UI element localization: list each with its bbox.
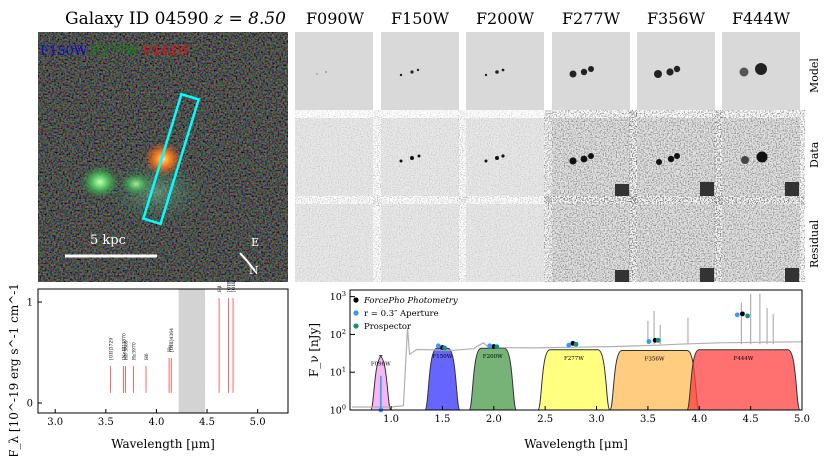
filter-curve <box>537 349 611 411</box>
line-label: Hγ <box>167 345 173 352</box>
line-label: [OIII]4364 <box>169 328 175 352</box>
row-label-model: Model <box>808 58 821 93</box>
legend-f150w: F150W <box>40 44 88 59</box>
compass-east-label: E <box>251 236 260 249</box>
filter-curve-label: F444W <box>733 356 753 362</box>
x-tick-label: 5.0 <box>794 414 810 425</box>
y-tick-label: 0 <box>27 399 33 410</box>
cutout-grid <box>295 32 800 282</box>
sed-panel: F090W F150W F200W F277W F356W F444W 1.0 1.5 2.0 2… <box>307 289 810 451</box>
filter-label-f150w: F150W <box>390 9 450 28</box>
sed-xlabel: Wavelength [μm] <box>524 437 628 451</box>
y-tick-label: 102 <box>330 328 346 341</box>
cutout-model-f150w <box>381 32 459 110</box>
filter-curve-label: F150W <box>432 354 452 360</box>
row-label-data: Data <box>808 141 821 168</box>
legend-f444w: F444W <box>142 44 190 59</box>
legend-f277w: F277W <box>91 44 139 59</box>
line-label: Hε3970 <box>131 342 137 360</box>
x-tick-label: 3.0 <box>589 414 605 425</box>
compass-north-label: N <box>249 264 259 277</box>
photometry-point <box>435 343 441 349</box>
filter-curve <box>686 349 801 411</box>
x-tick-label: 1.0 <box>383 414 399 425</box>
model-spectrum <box>352 327 803 408</box>
photometry-point <box>745 313 750 319</box>
filter-curve <box>468 347 517 411</box>
rgb-cutout-image: F150W F277W F444W 5 kpc E N <box>38 32 288 282</box>
photometry-point <box>566 342 572 348</box>
rgb-panel-title: Galaxy ID 04590 z = 8.50 <box>65 9 286 29</box>
legend-label: r = 0.3″ Aperture <box>364 309 439 319</box>
sed-ylabel: F_ν [nJy] <box>307 323 321 377</box>
filter-curve-label: F090W <box>371 362 391 368</box>
photometry-point <box>442 345 447 351</box>
x-tick-label: 3.5 <box>640 414 656 425</box>
filter-curve <box>424 347 461 411</box>
photometry-point <box>734 312 740 318</box>
compass-arrows <box>239 252 256 272</box>
line-label: [OII]3729 <box>108 338 114 360</box>
x-tick-label: 4.0 <box>691 414 707 425</box>
photometry-point <box>573 341 579 347</box>
x-tick-label: 4.0 <box>148 417 164 428</box>
line-label: Hδ <box>144 353 150 360</box>
photometry-point <box>655 337 661 343</box>
galaxy-id-label: Galaxy ID 04590 <box>65 9 209 29</box>
spectrum-ylabel: F_λ [10^-19 erg s^-1 cm^-1 Å^-1] <box>6 280 21 456</box>
x-tick-label: 4.5 <box>743 414 759 425</box>
filter-curve-label: F356W <box>645 356 665 362</box>
wavelength-gap <box>178 289 206 413</box>
y-tick-label: 100 <box>330 404 346 417</box>
spectrum-frame <box>37 288 289 414</box>
y-tick-label: 1 <box>27 298 33 309</box>
sed-frame <box>349 289 803 411</box>
photometry-point <box>494 344 500 350</box>
y-tick-label: 103 <box>330 290 346 303</box>
spectrum-xlabel: Wavelength [μm] <box>111 437 215 451</box>
legend-label: Prospector <box>364 322 412 332</box>
x-tick-label: 4.5 <box>199 417 215 428</box>
legend-marker <box>353 310 359 316</box>
line-label: H8 3889 <box>124 340 130 360</box>
filter-curve-label: F277W <box>564 356 584 362</box>
filter-label-f200w: F200W <box>475 9 535 28</box>
filter-label-f444w: F444W <box>731 9 791 28</box>
y-tick-label: 101 <box>330 366 346 379</box>
photometry-point <box>646 339 652 344</box>
line-label: [OIII]5007 <box>231 280 237 292</box>
line-label: [OIII]4960 <box>226 280 232 292</box>
row-label-residual: Residual <box>808 219 821 268</box>
legend-marker <box>353 323 359 329</box>
line-label: [NeIII]3870 <box>122 333 128 360</box>
legend-label: ForcePho Photometry <box>363 296 458 306</box>
filter-curve-label: F200W <box>483 354 503 360</box>
spectroscopic-slit <box>141 92 201 226</box>
photometry-point <box>487 343 493 349</box>
cutout-model-f090w <box>295 32 373 110</box>
scale-bar-label: 5 kpc <box>90 233 126 248</box>
x-tick-label: 3.5 <box>98 417 114 428</box>
x-tick-label: 3.0 <box>47 417 63 428</box>
filter-label-f277w: F277W <box>561 9 621 28</box>
filter-label-f356w: F356W <box>646 9 706 28</box>
legend-marker <box>353 297 359 303</box>
x-tick-label: 1.5 <box>435 414 451 425</box>
filter-label-f090w: F090W <box>305 9 365 28</box>
rgb-legend: F150W F277W F444W <box>40 44 190 59</box>
x-tick-label: 5.0 <box>250 417 266 428</box>
cutout-model-f200w <box>466 32 544 110</box>
x-tick-label: 2.0 <box>486 414 502 425</box>
redshift-label: z = 8.50 <box>214 9 286 29</box>
x-tick-label: 2.5 <box>537 414 553 425</box>
photometry-point <box>740 311 745 317</box>
